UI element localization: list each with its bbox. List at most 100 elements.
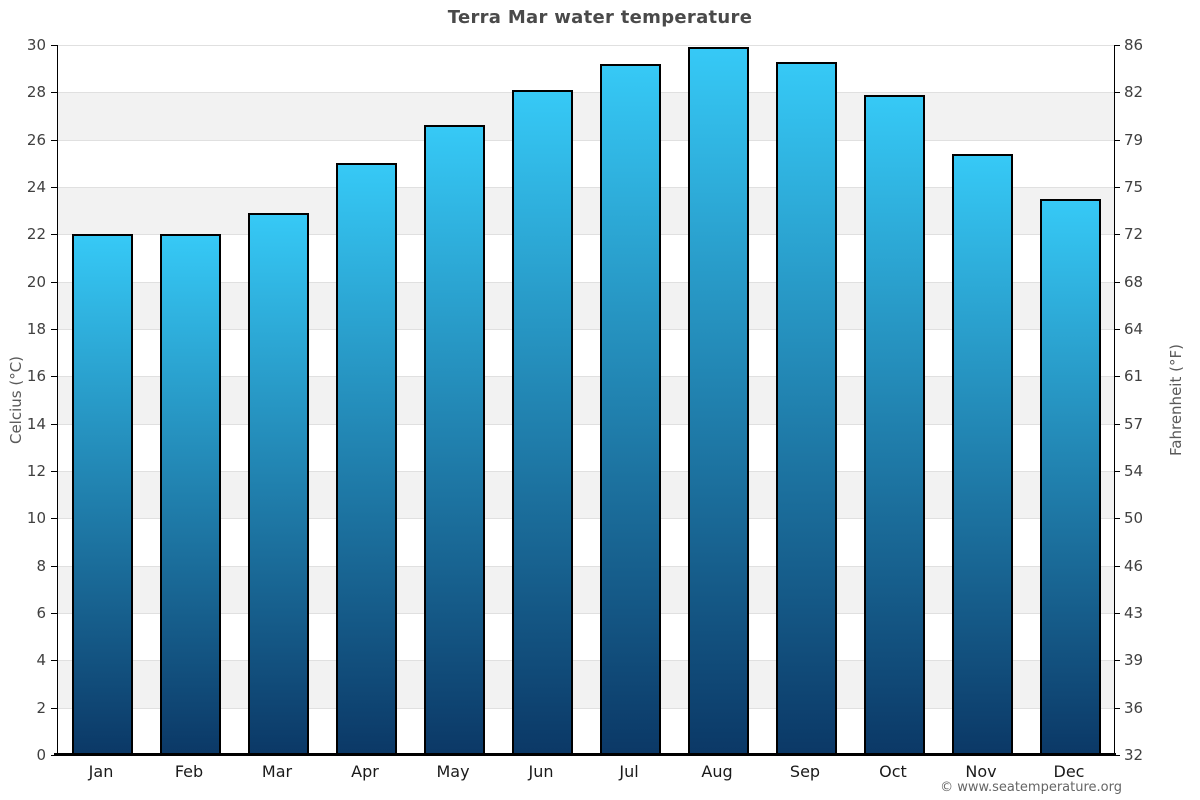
background-band <box>58 234 1114 282</box>
background-band <box>58 423 1114 471</box>
gridline <box>58 471 1114 472</box>
gridline <box>58 707 1114 709</box>
fahrenheit-tick-46: 46 <box>1124 556 1144 575</box>
month-label-aug: Aug <box>701 762 733 781</box>
background-band <box>58 565 1114 613</box>
background-band <box>58 471 1114 519</box>
fahrenheit-tick-43: 43 <box>1124 604 1144 622</box>
gridline <box>58 518 1114 520</box>
bar-nov <box>951 153 1013 755</box>
right-tick-mark <box>1114 471 1120 472</box>
left-tick-mark <box>51 613 57 614</box>
celsius-tick-6: 6 <box>36 604 46 622</box>
background-band <box>58 376 1114 424</box>
fahrenheit-tick-72: 72 <box>1124 225 1144 244</box>
gridline <box>58 423 1114 425</box>
right-tick-mark <box>1114 45 1120 46</box>
fahrenheit-axis-title: Fahrenheit (°F) <box>1167 344 1185 456</box>
month-label-jan: Jan <box>88 762 114 781</box>
month-label-nov: Nov <box>965 762 997 781</box>
background-band <box>58 187 1114 235</box>
fahrenheit-tick-61: 61 <box>1124 367 1144 386</box>
right-tick-mark <box>1114 613 1120 614</box>
celsius-tick-14: 14 <box>26 414 46 433</box>
celsius-tick-30: 30 <box>26 36 46 54</box>
gridline <box>58 565 1114 567</box>
month-label-jun: Jun <box>528 762 554 781</box>
gridline <box>58 234 1114 236</box>
right-tick-mark <box>1114 565 1120 567</box>
right-tick-mark <box>1114 92 1120 94</box>
right-tick-mark <box>1114 423 1120 425</box>
month-label-jul: Jul <box>619 762 639 781</box>
month-label-mar: Mar <box>261 762 293 781</box>
right-tick-mark <box>1114 329 1120 330</box>
month-label-feb: Feb <box>174 762 204 781</box>
left-tick-mark <box>51 92 57 94</box>
right-tick-mark <box>1114 139 1120 141</box>
left-tick-mark <box>51 518 57 520</box>
left-tick-mark <box>51 329 57 330</box>
chart-title: Terra Mar water temperature <box>447 7 753 28</box>
celsius-tick-26: 26 <box>26 130 46 149</box>
left-tick-mark <box>51 707 57 709</box>
celsius-tick-2: 2 <box>36 698 46 717</box>
fahrenheit-tick-64: 64 <box>1124 320 1144 338</box>
gridline <box>58 187 1114 188</box>
celsius-tick-18: 18 <box>26 320 46 338</box>
left-tick-mark <box>51 755 57 756</box>
background-band <box>58 92 1114 140</box>
right-tick-mark <box>1114 376 1120 378</box>
bar-mar <box>247 213 309 755</box>
gridline <box>58 45 1114 46</box>
month-label-may: May <box>436 762 470 781</box>
copyright-link[interactable]: © www.seatemperature.org <box>940 780 1122 795</box>
background-band <box>58 613 1114 661</box>
gridline <box>58 660 1114 662</box>
left-tick-mark <box>51 660 57 662</box>
background-band <box>58 139 1114 187</box>
celsius-tick-20: 20 <box>26 272 46 291</box>
gridline <box>58 329 1114 330</box>
right-tick-mark <box>1114 755 1120 756</box>
celsius-tick-12: 12 <box>26 462 46 480</box>
bar-oct <box>863 94 925 755</box>
left-tick-mark <box>51 565 57 567</box>
gridline <box>58 613 1114 614</box>
bar-dec <box>1039 198 1101 755</box>
fahrenheit-tick-39: 39 <box>1124 651 1144 670</box>
right-tick-mark <box>1114 234 1120 236</box>
fahrenheit-tick-75: 75 <box>1124 178 1144 196</box>
bar-sep <box>775 61 837 755</box>
right-tick-mark <box>1114 281 1120 283</box>
left-tick-mark <box>51 234 57 236</box>
bar-may <box>423 125 485 755</box>
gridline <box>58 281 1114 283</box>
celsius-tick-16: 16 <box>26 367 46 386</box>
left-tick-mark <box>51 281 57 283</box>
bar-jan <box>71 234 133 755</box>
month-label-oct: Oct <box>879 762 907 781</box>
background-band <box>58 45 1114 93</box>
background-band <box>58 518 1114 566</box>
fahrenheit-tick-36: 36 <box>1124 698 1144 717</box>
left-tick-mark <box>51 471 57 472</box>
bar-apr <box>335 163 397 755</box>
right-tick-mark <box>1114 187 1120 188</box>
celsius-tick-28: 28 <box>26 83 46 102</box>
left-tick-mark <box>51 376 57 378</box>
left-tick-mark <box>51 45 57 46</box>
background-band <box>58 660 1114 708</box>
gridline <box>58 92 1114 94</box>
celsius-tick-10: 10 <box>26 509 46 528</box>
background-band <box>58 707 1114 755</box>
left-tick-mark <box>51 139 57 141</box>
fahrenheit-tick-32: 32 <box>1124 746 1144 764</box>
month-label-dec: Dec <box>1053 762 1085 781</box>
fahrenheit-tick-54: 54 <box>1124 462 1144 480</box>
fahrenheit-tick-57: 57 <box>1124 414 1144 433</box>
background-band <box>58 329 1114 377</box>
celsius-tick-4: 4 <box>36 651 46 670</box>
celsius-tick-0: 0 <box>36 746 46 764</box>
